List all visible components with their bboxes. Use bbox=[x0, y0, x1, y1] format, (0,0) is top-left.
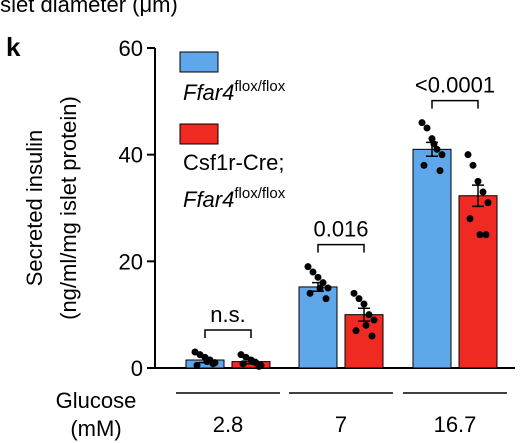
annotation: 0.016 bbox=[313, 217, 368, 242]
data-point bbox=[476, 231, 484, 239]
data-point bbox=[362, 321, 370, 329]
panel-letter: k bbox=[6, 32, 21, 62]
data-point bbox=[309, 268, 317, 276]
data-point bbox=[423, 124, 431, 132]
legend-swatch bbox=[179, 123, 219, 145]
data-point bbox=[484, 199, 492, 207]
significance-bracket bbox=[317, 243, 365, 253]
y-axis-label: (ng/ml/mg islet protein) bbox=[56, 96, 81, 320]
data-point bbox=[420, 161, 428, 169]
data-point bbox=[352, 327, 360, 335]
legend-label: Ffar4flox/flox bbox=[183, 185, 286, 212]
data-point bbox=[428, 135, 436, 143]
annotation: n.s. bbox=[210, 302, 245, 327]
data-point bbox=[314, 273, 322, 281]
data-point bbox=[438, 151, 446, 159]
data-point bbox=[433, 145, 441, 153]
data-point bbox=[355, 295, 363, 303]
error-bar bbox=[358, 307, 370, 322]
data-point bbox=[306, 289, 314, 297]
error-bar bbox=[426, 141, 438, 158]
data-point bbox=[469, 161, 477, 169]
data-point bbox=[255, 362, 263, 370]
significance-bracket bbox=[204, 329, 252, 338]
data-point bbox=[350, 289, 358, 297]
legend-label: Csf1r-Cre; bbox=[183, 150, 284, 175]
data-point bbox=[474, 177, 482, 185]
x-tick-label: 16.7 bbox=[434, 412, 477, 437]
y-tick-label: 20 bbox=[119, 249, 143, 274]
error-bar bbox=[472, 184, 484, 208]
data-point bbox=[193, 361, 201, 369]
x-axis-label: Glucose bbox=[56, 388, 137, 413]
x-tick-label: 7 bbox=[335, 412, 347, 437]
significance-bracket bbox=[431, 99, 479, 109]
legend-label: Ffar4flox/flox bbox=[183, 78, 286, 105]
bar bbox=[298, 286, 338, 369]
y-axis-label: Secreted insulin bbox=[22, 130, 47, 287]
data-point bbox=[209, 360, 217, 368]
data-point bbox=[370, 316, 378, 324]
data-point bbox=[466, 215, 474, 223]
error-bar bbox=[199, 356, 211, 364]
data-point bbox=[418, 119, 426, 127]
data-point bbox=[322, 295, 330, 303]
x-tick-label: 2.8 bbox=[213, 412, 244, 437]
data-point bbox=[239, 360, 247, 368]
annotation: <0.0001 bbox=[415, 73, 495, 98]
y-tick-label: 40 bbox=[119, 143, 143, 168]
bar bbox=[458, 195, 498, 369]
error-bar bbox=[245, 358, 257, 365]
data-point bbox=[368, 332, 376, 340]
data-point bbox=[436, 167, 444, 175]
data-point bbox=[304, 263, 312, 271]
data-point bbox=[479, 188, 487, 196]
data-point bbox=[360, 300, 368, 308]
data-point bbox=[365, 311, 373, 319]
legend-swatch bbox=[179, 51, 219, 73]
y-tick-label: 60 bbox=[119, 36, 143, 61]
error-bar bbox=[312, 281, 324, 292]
data-point bbox=[464, 151, 472, 159]
y-tick-label: 0 bbox=[131, 356, 143, 381]
header: Islet diameter (μm) bbox=[0, 0, 178, 17]
data-point bbox=[324, 284, 332, 292]
data-point bbox=[482, 231, 490, 239]
x-axis-label: (mM) bbox=[70, 416, 121, 441]
bar bbox=[412, 148, 452, 369]
